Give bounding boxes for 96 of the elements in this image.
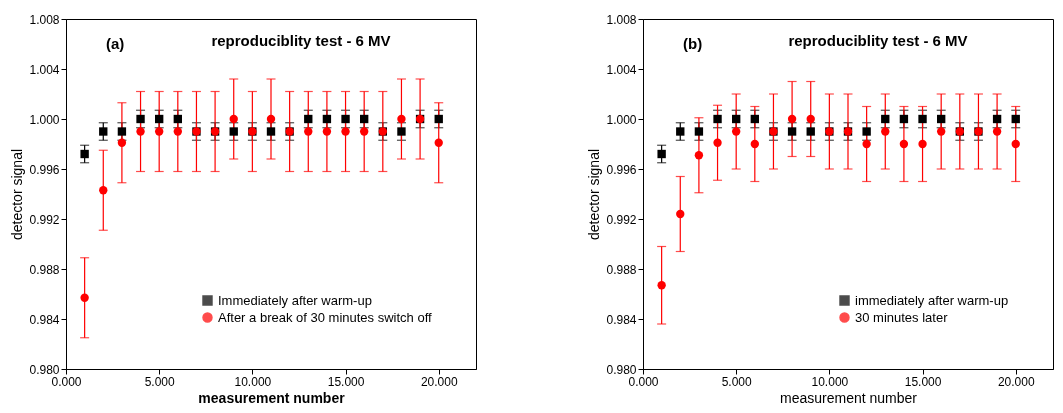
x-tick-label: 0.000 bbox=[51, 374, 82, 389]
point bbox=[360, 127, 369, 136]
point bbox=[136, 114, 145, 124]
point bbox=[99, 127, 108, 136]
x-axis-title: measurement number bbox=[198, 389, 346, 406]
legend-label: 30 minutes later bbox=[855, 309, 949, 325]
annotation: (a) bbox=[106, 35, 125, 52]
x-tick-label: 15.000 bbox=[904, 374, 942, 389]
y-axis-title: detector signal bbox=[586, 148, 603, 241]
point bbox=[881, 114, 890, 124]
x-tick-label: 10.000 bbox=[234, 374, 272, 389]
point bbox=[713, 138, 722, 147]
legend-label: immediately after warm-up bbox=[855, 292, 1009, 308]
y-tick-label: 0.988 bbox=[606, 262, 637, 277]
point bbox=[918, 139, 927, 149]
point bbox=[341, 127, 350, 136]
point bbox=[434, 114, 443, 124]
point bbox=[937, 114, 946, 124]
point bbox=[117, 138, 127, 147]
point bbox=[99, 186, 108, 195]
point bbox=[806, 127, 815, 136]
y-tick-label: 1.000 bbox=[29, 112, 60, 127]
point bbox=[657, 149, 666, 159]
point bbox=[397, 114, 406, 124]
y-tick-label: 1.004 bbox=[606, 62, 637, 77]
x-tick-label: 15.000 bbox=[327, 374, 365, 389]
point bbox=[341, 114, 350, 124]
point bbox=[117, 127, 127, 136]
point bbox=[676, 127, 685, 136]
y-tick-label: 0.980 bbox=[606, 362, 637, 377]
y-tick-label: 0.980 bbox=[29, 362, 60, 377]
y-axis-title: detector signal bbox=[9, 148, 26, 241]
point bbox=[155, 127, 164, 136]
point bbox=[304, 127, 313, 136]
point bbox=[787, 114, 797, 124]
point bbox=[694, 151, 704, 160]
y-tick-label: 0.996 bbox=[29, 162, 60, 177]
y-tick-label: 0.984 bbox=[606, 312, 637, 327]
point bbox=[397, 127, 406, 136]
point bbox=[136, 127, 145, 136]
point bbox=[694, 127, 704, 136]
legend-label: After a break of 30 minutes switch off bbox=[218, 309, 433, 325]
y-tick-label: 0.988 bbox=[29, 262, 60, 277]
point bbox=[937, 127, 946, 136]
point bbox=[657, 281, 666, 290]
y-tick-label: 0.992 bbox=[606, 212, 637, 227]
point bbox=[266, 114, 276, 124]
point bbox=[229, 114, 238, 124]
point bbox=[899, 139, 909, 149]
point bbox=[304, 114, 313, 124]
x-tick-label: 20.000 bbox=[997, 374, 1035, 389]
point bbox=[806, 114, 815, 124]
y-tick-label: 0.996 bbox=[606, 162, 637, 177]
point bbox=[862, 139, 871, 149]
point bbox=[229, 127, 238, 136]
legend-label: Immediately after warm-up bbox=[218, 292, 372, 308]
point bbox=[173, 127, 182, 136]
point bbox=[881, 127, 890, 136]
point bbox=[80, 149, 89, 159]
x-tick-label: 10.000 bbox=[811, 374, 849, 389]
annotation: (b) bbox=[683, 35, 703, 52]
x-tick-label: 5.000 bbox=[144, 374, 176, 389]
point bbox=[322, 114, 332, 124]
point bbox=[992, 114, 1002, 124]
x-tick-label: 20.000 bbox=[420, 374, 458, 389]
y-tick-label: 0.984 bbox=[29, 312, 60, 327]
text: reproduciblity test - 6 MV bbox=[211, 32, 391, 49]
y-tick-label: 1.008 bbox=[29, 12, 60, 27]
y-tick-label: 1.004 bbox=[29, 62, 60, 77]
point bbox=[1011, 114, 1020, 124]
point bbox=[732, 114, 741, 124]
point bbox=[1011, 139, 1020, 149]
point bbox=[155, 114, 164, 124]
point bbox=[899, 114, 909, 124]
point bbox=[787, 127, 797, 136]
point bbox=[360, 114, 369, 124]
point bbox=[173, 114, 182, 124]
point bbox=[713, 114, 722, 124]
point bbox=[750, 114, 759, 124]
point bbox=[862, 127, 871, 136]
y-tick-label: 1.008 bbox=[606, 12, 637, 27]
point bbox=[434, 138, 443, 147]
point bbox=[918, 114, 927, 124]
point bbox=[992, 127, 1002, 136]
point bbox=[750, 139, 759, 149]
point bbox=[732, 127, 741, 136]
point bbox=[80, 293, 89, 302]
x-axis-title: measurement number bbox=[780, 389, 918, 406]
y-tick-label: 1.000 bbox=[606, 112, 637, 127]
point bbox=[676, 209, 685, 219]
text: reproduciblity test - 6 MV bbox=[788, 32, 968, 49]
point bbox=[266, 127, 276, 136]
point bbox=[322, 127, 332, 136]
x-tick-label: 5.000 bbox=[721, 374, 753, 389]
y-tick-label: 0.992 bbox=[29, 212, 60, 227]
x-tick-label: 0.000 bbox=[628, 374, 659, 389]
